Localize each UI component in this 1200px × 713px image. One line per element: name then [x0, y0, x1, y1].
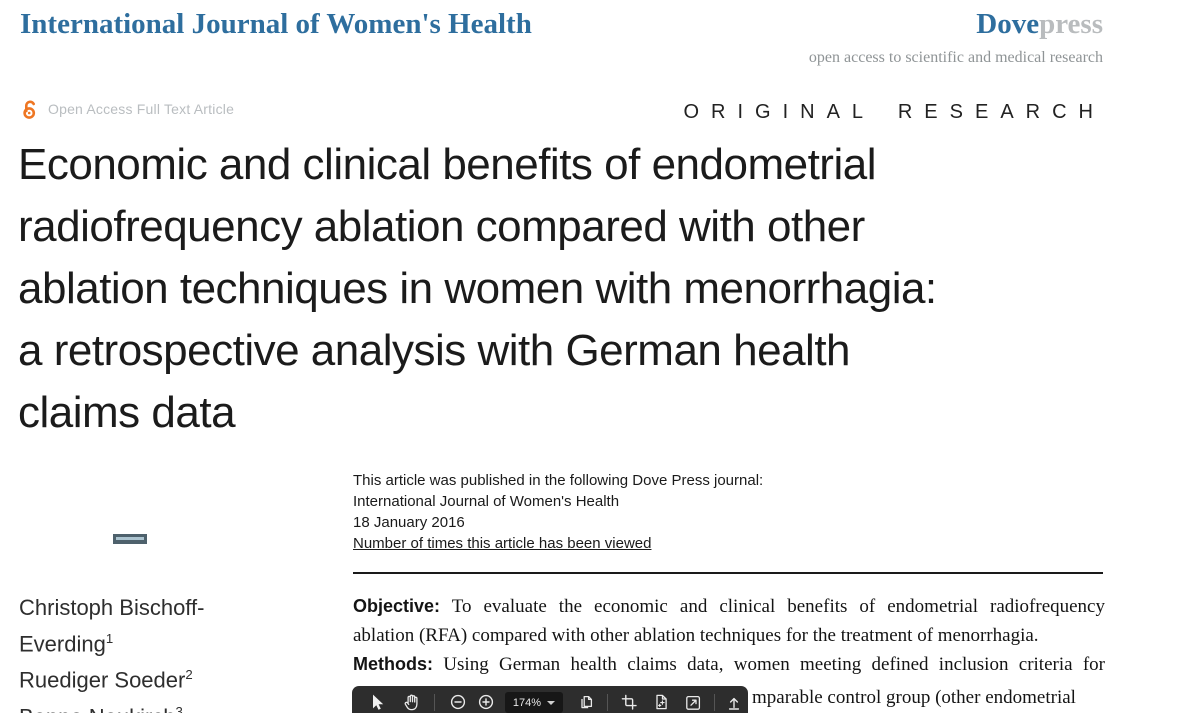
- dovepress-logo[interactable]: Dovepress: [976, 8, 1103, 41]
- publication-note-line: This article was published in the follow…: [353, 472, 764, 489]
- publication-note-journal: International Journal of Women's Health: [353, 493, 620, 510]
- publisher-tagline: open access to scientific and medical re…: [808, 49, 1103, 66]
- toolbar-separator: [714, 694, 715, 711]
- author-name: Benno Neukirch: [19, 704, 176, 713]
- zoom-level-dropdown[interactable]: 174%: [505, 692, 563, 713]
- abstract: Objective: To evaluate the economic and …: [353, 592, 1105, 679]
- author-affiliation-mark: 1: [105, 631, 114, 646]
- dovepress-logo-press: press: [1039, 8, 1103, 40]
- article-title-line: radiofrequency ablation compared with ot…: [18, 202, 865, 251]
- abstract-text: To evaluate the economic and clinical be…: [440, 596, 1105, 617]
- upload-icon[interactable]: [723, 691, 745, 713]
- author-affiliation-mark: 2: [185, 667, 193, 683]
- open-access-label: Open Access Full Text Article: [48, 101, 235, 117]
- placeholder-dash-inner: [116, 537, 144, 540]
- article-title-line: a retrospective analysis with German hea…: [18, 326, 851, 375]
- methods-label: Methods:: [353, 654, 433, 674]
- publication-date: 18 January 2016: [353, 514, 465, 531]
- article-title-line: Economic and clinical benefits of endome…: [18, 140, 876, 189]
- pointer-select-icon[interactable]: [366, 691, 388, 713]
- article-title-line: claims data: [18, 388, 236, 437]
- abstract-divider: [353, 572, 1103, 574]
- abstract-text: Using German health claims data, women m…: [433, 654, 1105, 675]
- abstract-methods-line1: Methods: Using German health claims data…: [353, 650, 1105, 679]
- author-entry: Christoph Bischoff- Everding1: [19, 592, 204, 659]
- zoom-out-icon[interactable]: [447, 691, 469, 713]
- toolbar-separator: [607, 694, 608, 711]
- toolbar-separator: [434, 694, 435, 711]
- author-name: Ruediger Soeder: [19, 667, 186, 693]
- open-access-lock-icon: [20, 98, 39, 120]
- author-affiliation-mark: 3: [175, 703, 183, 713]
- article-title-line: ablation techniques in women with menorr…: [18, 264, 937, 313]
- zoom-in-icon[interactable]: [475, 691, 497, 713]
- expand-icon[interactable]: [682, 691, 704, 713]
- dovepress-logo-dove: Dove: [976, 8, 1040, 40]
- page-options-icon[interactable]: [650, 691, 672, 713]
- abstract-obscured-line-fragment: mparable control group (other endometria…: [752, 687, 1076, 708]
- zoom-level-value: 174%: [512, 696, 542, 709]
- copy-pages-icon[interactable]: [575, 691, 597, 713]
- article-title: Economic and clinical benefits of endome…: [18, 134, 937, 444]
- chevron-down-icon: [547, 700, 556, 705]
- author-name: Christoph Bischoff-: [19, 595, 205, 620]
- crop-icon[interactable]: [618, 691, 640, 713]
- author-list: Christoph Bischoff- Everding1 Ruediger S…: [19, 592, 204, 713]
- journal-title-link[interactable]: International Journal of Women's Health: [20, 8, 532, 40]
- author-name: Everding: [19, 631, 106, 657]
- publication-note: This article was published in the follow…: [353, 470, 763, 554]
- pdf-viewer-toolbar: 174%: [352, 686, 748, 713]
- article-views-link[interactable]: Number of times this article has been vi…: [353, 535, 652, 552]
- abstract-objective-line1: Objective: To evaluate the economic and …: [353, 592, 1105, 621]
- author-entry: Ruediger Soeder2: [19, 659, 204, 695]
- article-type-label: ORIGINAL RESEARCH: [683, 101, 1105, 123]
- hand-pan-icon[interactable]: [400, 691, 422, 713]
- objective-label: Objective:: [353, 596, 441, 616]
- abstract-objective-line2: ablation (RFA) compared with other ablat…: [353, 625, 1039, 646]
- author-entry: Benno Neukirch3: [19, 696, 204, 713]
- placeholder-dash: [113, 534, 147, 544]
- open-access-banner: Open Access Full Text Article: [20, 98, 234, 120]
